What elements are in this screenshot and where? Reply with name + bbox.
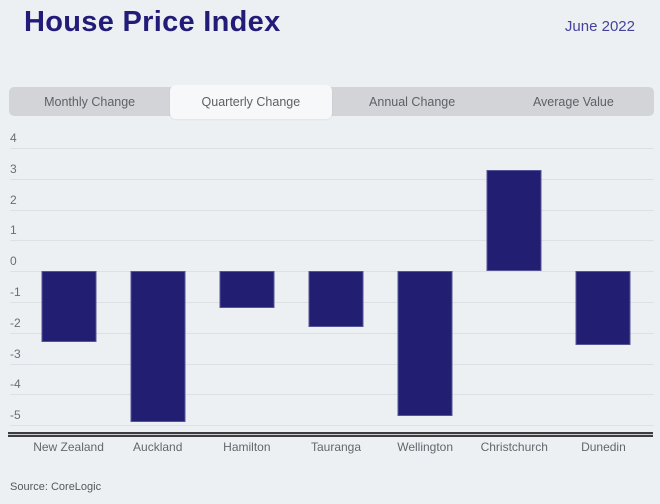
gridline [10,178,654,180]
y-axis-label: 0 [10,254,17,269]
y-axis-label: -1 [10,285,21,300]
gridline [10,209,654,211]
report-date: June 2022 [564,18,635,35]
gridline [10,425,654,427]
x-label-tauranga: Tauranga [310,440,362,454]
tab-annual-change[interactable]: Annual Change [369,94,456,109]
bar-wellington [397,271,453,417]
bar-hamilton [219,271,275,309]
x-label-wellington: Wellington [397,440,454,454]
gridline [10,363,654,365]
bar-slot-tauranga [291,145,380,433]
bar-slot-auckland [113,145,202,433]
page-title: House Price Index [24,6,281,38]
y-axis-label: 1 [10,223,17,238]
x-label-auckland: Auckland [133,440,183,454]
y-axis-label: -5 [10,408,21,423]
bar-slot-new-zealand [24,145,113,433]
x-axis-line [8,432,653,437]
bar-new-zealand [41,271,97,343]
bar-chart: 4 3 2 1 0 -1 -2 -3 -4 -5 [0,131,660,437]
bar-dunedin [575,271,631,346]
x-label-new-zealand: New Zealand [33,440,104,454]
bar-slot-dunedin [559,145,648,433]
y-axis-label: 4 [10,131,17,146]
bars-container [24,145,648,433]
x-label-dunedin: Dunedin [581,440,626,454]
y-axis-label: 3 [10,161,17,176]
y-axis-label: 2 [10,192,17,207]
tab-average-value[interactable]: Average Value [532,94,614,109]
gridline [10,394,654,396]
tab-monthly-change[interactable]: Monthly Change [44,94,136,109]
y-axis-label: -3 [10,346,21,361]
source-note: Source: CoreLogic [10,481,102,493]
gridline [10,332,654,334]
bar-auckland [130,271,186,423]
bar-slot-hamilton [202,145,291,433]
gridline [10,148,654,150]
bar-tauranga [308,271,364,327]
y-axis-label: -2 [10,315,21,330]
bar-slot-wellington [381,145,470,433]
tab-bar: Monthly Change Quarterly Change Annual Cha… [9,85,654,119]
x-label-hamilton: Hamilton [223,440,271,454]
bar-christchurch [486,169,542,272]
gridline [10,240,654,242]
y-axis-label: -4 [10,377,21,392]
bar-slot-christchurch [470,145,559,433]
tab-quarterly-change[interactable]: Quarterly Change [170,85,332,119]
x-axis-labels: New Zealand Auckland Hamilton Tauranga Welli… [24,440,648,454]
x-label-christchurch: Christchurch [480,440,548,454]
